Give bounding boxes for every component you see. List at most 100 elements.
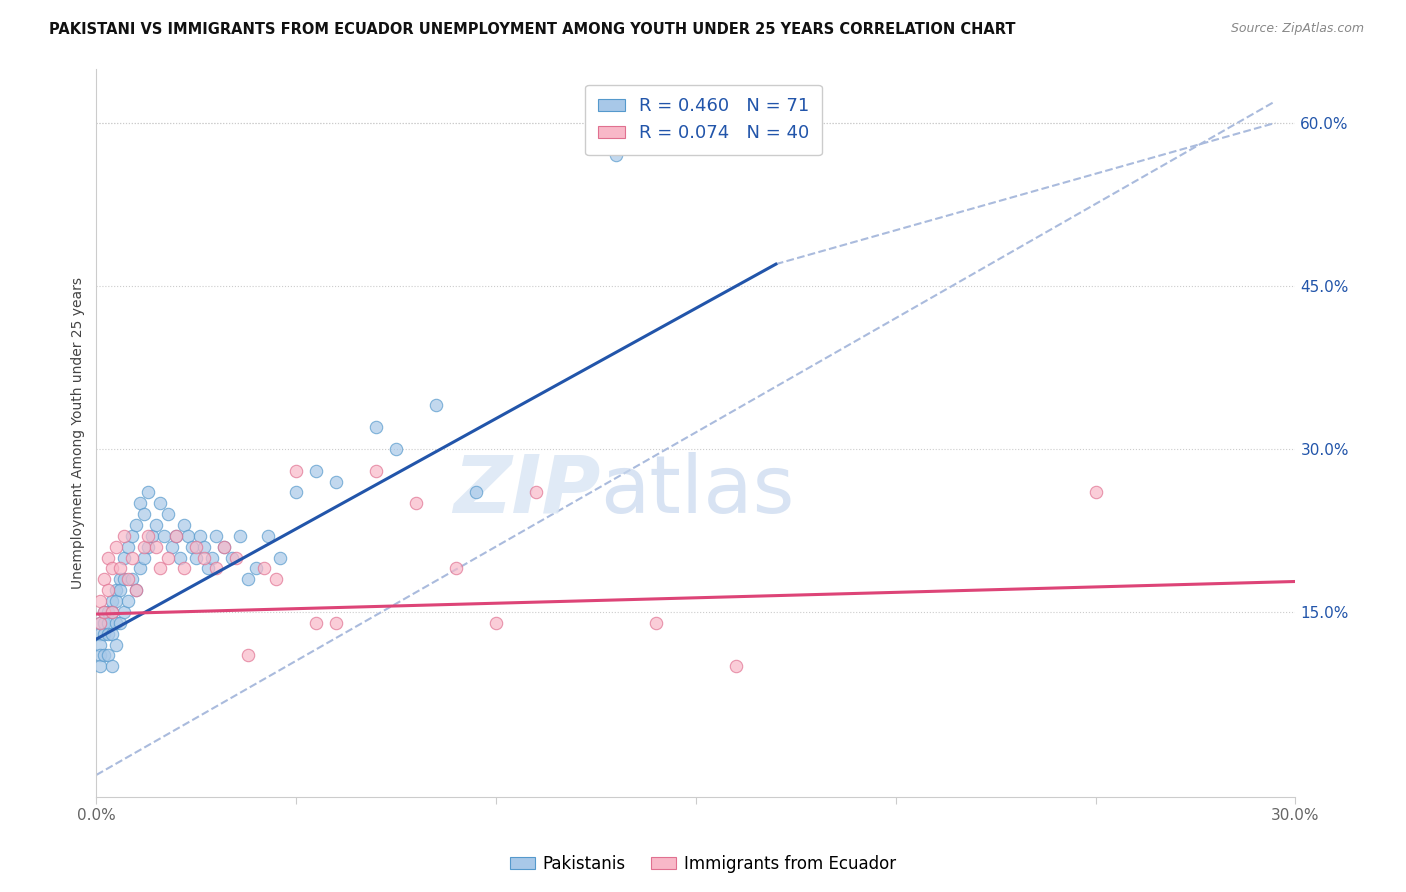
Point	[93, 648, 115, 663]
Point	[245, 561, 267, 575]
Point	[121, 529, 143, 543]
Point	[97, 550, 120, 565]
Point	[205, 561, 228, 575]
Point	[136, 540, 159, 554]
Point	[149, 561, 172, 575]
Point	[385, 442, 408, 456]
Point	[524, 485, 547, 500]
Point	[145, 540, 167, 554]
Text: Source: ZipAtlas.com: Source: ZipAtlas.com	[1230, 22, 1364, 36]
Point	[134, 550, 156, 565]
Point	[205, 529, 228, 543]
Point	[186, 540, 208, 554]
Point	[105, 615, 128, 630]
Point	[141, 529, 163, 543]
Point	[105, 583, 128, 598]
Point	[89, 615, 111, 630]
Point	[97, 583, 120, 598]
Point	[121, 572, 143, 586]
Point	[89, 648, 111, 663]
Point	[117, 572, 139, 586]
Point	[149, 496, 172, 510]
Point	[325, 615, 347, 630]
Point	[153, 529, 176, 543]
Point	[212, 540, 235, 554]
Point	[112, 550, 135, 565]
Point	[110, 572, 132, 586]
Point	[157, 550, 180, 565]
Point	[89, 615, 111, 630]
Text: atlas: atlas	[600, 452, 794, 530]
Text: ZIP: ZIP	[453, 452, 600, 530]
Point	[134, 507, 156, 521]
Point	[162, 540, 184, 554]
Point	[238, 572, 260, 586]
Point	[117, 594, 139, 608]
Point	[465, 485, 488, 500]
Legend: Pakistanis, Immigrants from Ecuador: Pakistanis, Immigrants from Ecuador	[503, 848, 903, 880]
Point	[238, 648, 260, 663]
Point	[89, 659, 111, 673]
Point	[110, 561, 132, 575]
Point	[305, 464, 328, 478]
Point	[117, 540, 139, 554]
Point	[165, 529, 187, 543]
Point	[93, 572, 115, 586]
Point	[325, 475, 347, 489]
Point	[121, 550, 143, 565]
Point	[605, 148, 627, 162]
Point	[257, 529, 280, 543]
Point	[89, 638, 111, 652]
Point	[101, 605, 124, 619]
Point	[225, 550, 247, 565]
Point	[112, 529, 135, 543]
Point	[125, 583, 148, 598]
Point	[177, 529, 200, 543]
Point	[264, 572, 287, 586]
Point	[129, 561, 152, 575]
Point	[93, 605, 115, 619]
Point	[269, 550, 291, 565]
Point	[105, 594, 128, 608]
Point	[169, 550, 191, 565]
Point	[173, 561, 195, 575]
Point	[405, 496, 427, 510]
Point	[186, 550, 208, 565]
Point	[101, 659, 124, 673]
Point	[181, 540, 204, 554]
Point	[97, 626, 120, 640]
Point	[97, 648, 120, 663]
Point	[93, 626, 115, 640]
Legend: R = 0.460   N = 71, R = 0.074   N = 40: R = 0.460 N = 71, R = 0.074 N = 40	[585, 85, 823, 155]
Point	[366, 464, 388, 478]
Point	[125, 518, 148, 533]
Point	[165, 529, 187, 543]
Point	[89, 626, 111, 640]
Point	[285, 464, 308, 478]
Point	[305, 615, 328, 630]
Point	[93, 615, 115, 630]
Point	[97, 605, 120, 619]
Point	[188, 529, 211, 543]
Point	[221, 550, 243, 565]
Point	[724, 659, 747, 673]
Point	[134, 540, 156, 554]
Point	[485, 615, 508, 630]
Point	[97, 615, 120, 630]
Point	[444, 561, 467, 575]
Point	[110, 583, 132, 598]
Point	[1084, 485, 1107, 500]
Point	[129, 496, 152, 510]
Point	[193, 550, 215, 565]
Point	[136, 529, 159, 543]
Point	[285, 485, 308, 500]
Point	[145, 518, 167, 533]
Point	[101, 561, 124, 575]
Point	[89, 594, 111, 608]
Point	[229, 529, 252, 543]
Point	[212, 540, 235, 554]
Point	[173, 518, 195, 533]
Point	[105, 638, 128, 652]
Text: PAKISTANI VS IMMIGRANTS FROM ECUADOR UNEMPLOYMENT AMONG YOUTH UNDER 25 YEARS COR: PAKISTANI VS IMMIGRANTS FROM ECUADOR UNE…	[49, 22, 1015, 37]
Point	[112, 572, 135, 586]
